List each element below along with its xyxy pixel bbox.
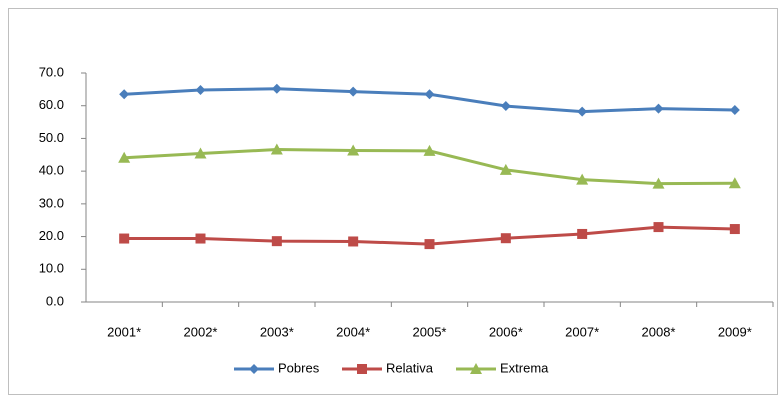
marker: [576, 173, 589, 185]
y-tick-label: 20.0: [39, 228, 64, 243]
y-tick-label: 50.0: [39, 130, 64, 145]
marker: [348, 236, 359, 247]
x-tick-label: 2003*: [260, 324, 294, 339]
legend-marker: [470, 363, 482, 374]
marker: [195, 233, 206, 244]
marker: [271, 83, 282, 94]
y-tick-label: 30.0: [39, 195, 64, 210]
marker: [500, 233, 511, 244]
marker: [348, 86, 359, 97]
x-tick-label: 2007*: [565, 324, 599, 339]
marker: [424, 89, 435, 100]
x-tick-label: 2009*: [718, 324, 752, 339]
marker: [424, 239, 435, 250]
marker: [423, 144, 436, 156]
marker: [499, 163, 512, 175]
y-tick-label: 0.0: [46, 293, 64, 308]
marker: [653, 222, 664, 233]
y-tick-label: 40.0: [39, 163, 64, 178]
marker: [119, 233, 130, 244]
marker: [347, 144, 360, 156]
y-tick-label: 10.0: [39, 261, 64, 276]
x-tick-label: 2008*: [642, 324, 676, 339]
marker: [271, 236, 282, 247]
legend-marker: [357, 364, 367, 374]
marker: [577, 228, 588, 239]
y-tick-label: 70.0: [39, 64, 64, 79]
marker: [118, 151, 131, 163]
x-tick-label: 2002*: [184, 324, 218, 339]
marker: [500, 101, 511, 112]
marker: [119, 89, 130, 100]
marker: [577, 106, 588, 117]
marker: [195, 85, 206, 96]
marker: [653, 103, 664, 114]
chart-frame: [8, 8, 778, 395]
x-tick-label: 2006*: [489, 324, 523, 339]
legend-label: Pobres: [278, 360, 320, 375]
marker: [729, 104, 740, 115]
legend-marker: [249, 364, 259, 374]
legend-label: Relativa: [386, 360, 434, 375]
y-tick-label: 60.0: [39, 97, 64, 112]
marker: [270, 143, 283, 155]
marker: [728, 177, 741, 189]
marker: [194, 147, 207, 159]
marker: [652, 177, 665, 189]
x-tick-label: 2001*: [107, 324, 141, 339]
x-tick-label: 2004*: [336, 324, 370, 339]
marker: [729, 224, 740, 235]
x-tick-label: 2005*: [413, 324, 447, 339]
legend-label: Extrema: [500, 360, 549, 375]
